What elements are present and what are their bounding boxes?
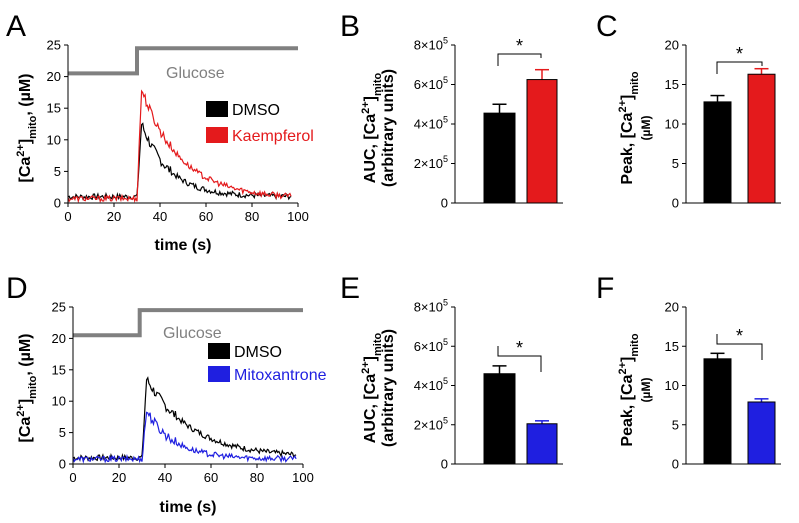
legend-label-dmso: DMSO <box>234 344 282 361</box>
significance-star: * <box>516 338 523 358</box>
significance-bracket <box>716 334 763 360</box>
panel-letter-a: A <box>6 10 26 43</box>
glucose-label: Glucose <box>163 325 222 342</box>
legend-swatch-mitoxantrone <box>208 366 230 382</box>
y-tick-label: 10 <box>52 394 66 409</box>
x-tick-label: 0 <box>64 209 71 224</box>
legend-label-dmso: DMSO <box>232 102 280 119</box>
bar <box>703 101 732 204</box>
x-tick-label: 0 <box>69 470 76 485</box>
y-tick-label: 15 <box>665 339 679 354</box>
trace-mitoxantrone <box>72 411 297 464</box>
y-tick-label: 2×105 <box>414 154 448 171</box>
y-tick-label: 25 <box>47 38 61 53</box>
legend-swatch-dmso <box>208 343 230 359</box>
y-axis-label-line2: (µM) <box>639 116 653 141</box>
y-tick-label: 15 <box>52 362 66 377</box>
legend-swatch-kaempferol <box>206 127 228 143</box>
x-tick-label: 40 <box>158 470 172 485</box>
y-tick-label: 5 <box>672 156 679 171</box>
y-axis-label: [Ca2+]mito, (µM) <box>15 74 39 183</box>
y-tick-label: 15 <box>47 101 61 116</box>
panel-letter-c: C <box>596 10 618 43</box>
y-tick-label: 15 <box>665 77 679 92</box>
panel-f-bar-chart: 0 5 10 15 20 * Peak, [Ca2+]mito (µM) <box>617 300 781 472</box>
y-tick-label: 5 <box>672 417 679 432</box>
panel-c-bar-chart: 0 5 10 15 20 * Peak, [Ca2+]mito (µM) <box>617 38 781 211</box>
bar <box>483 112 516 204</box>
y-tick-label: 2×105 <box>414 415 448 432</box>
y-tick-label: 0 <box>441 196 448 211</box>
y-axis-label: [Ca2+]mito, (µM) <box>15 334 39 443</box>
y-tick-label: 8×105 <box>414 36 448 53</box>
significance-bracket <box>716 61 763 74</box>
significance-bracket <box>497 53 542 66</box>
panel-letter-e: E <box>340 272 360 305</box>
x-tick-label: 60 <box>199 209 213 224</box>
trace-kaempferol <box>67 89 292 204</box>
bar <box>483 373 516 465</box>
y-tick-label: 10 <box>665 117 679 132</box>
y-tick-label: 6×105 <box>414 75 448 92</box>
glucose-stimulus-line <box>68 46 298 76</box>
y-axis-label-line1: Peak, [Ca2+]mito <box>617 333 641 446</box>
significance-bracket <box>497 346 542 372</box>
y-axis-label-line2: (arbitrary units) <box>380 329 397 447</box>
significance-star: * <box>516 36 523 56</box>
significance-star: * <box>736 44 743 64</box>
legend-swatch-dmso <box>206 101 228 117</box>
y-axis-label-line2: (µM) <box>639 378 653 403</box>
y-tick-label: 0 <box>672 457 679 472</box>
y-tick-label: 10 <box>47 132 61 147</box>
bar <box>703 358 732 465</box>
x-tick-label: 100 <box>287 209 309 224</box>
y-tick-label: 25 <box>52 300 66 315</box>
legend-label-kaempferol: Kaempferol <box>232 128 314 145</box>
y-tick-label: 0 <box>54 196 61 211</box>
bar <box>526 423 558 465</box>
bar <box>747 73 776 204</box>
y-tick-label: 5 <box>54 164 61 179</box>
panel-a-line-chart: 0 5 10 15 20 25 0 20 40 60 80 100 Glucose DMSO Kaem… <box>15 38 314 255</box>
y-tick-label: 20 <box>52 331 66 346</box>
y-axis-label-line2: (arbitrary units) <box>380 69 397 187</box>
significance-star: * <box>736 326 743 346</box>
panel-letter-d: D <box>6 272 28 305</box>
y-tick-label: 20 <box>47 69 61 84</box>
y-tick-label: 4×105 <box>414 376 448 393</box>
x-tick-label: 100 <box>292 470 314 485</box>
trace-dmso <box>72 376 297 462</box>
legend-label-mitoxantrone: Mitoxantrone <box>234 367 327 384</box>
panel-letter-f: F <box>596 272 614 305</box>
y-tick-label: 0 <box>672 196 679 211</box>
y-tick-label: 5 <box>59 425 66 440</box>
y-tick-label: 20 <box>665 300 679 315</box>
x-tick-label: 20 <box>112 470 126 485</box>
glucose-label: Glucose <box>166 65 225 82</box>
bar <box>747 401 776 465</box>
panel-d-line-chart: 0 5 10 15 20 25 0 20 40 60 80 100 Glucose DMSO Mito… <box>15 300 327 517</box>
bar <box>526 79 558 204</box>
x-axis-label: time (s) <box>160 499 217 516</box>
y-tick-label: 0 <box>441 457 448 472</box>
panel-letter-b: B <box>340 10 360 43</box>
x-tick-label: 40 <box>153 209 167 224</box>
glucose-stimulus-line <box>73 308 303 338</box>
y-tick-label: 0 <box>59 457 66 472</box>
y-tick-label: 8×105 <box>414 298 448 315</box>
y-tick-label: 20 <box>665 38 679 53</box>
x-axis-label: time (s) <box>155 237 212 254</box>
x-tick-label: 60 <box>204 470 218 485</box>
y-tick-label: 10 <box>665 378 679 393</box>
x-tick-label: 80 <box>245 209 259 224</box>
x-tick-label: 20 <box>107 209 121 224</box>
y-axis-label-line1: Peak, [Ca2+]mito <box>617 71 641 184</box>
y-tick-label: 6×105 <box>414 337 448 354</box>
x-tick-label: 80 <box>250 470 264 485</box>
y-tick-label: 4×105 <box>414 115 448 132</box>
